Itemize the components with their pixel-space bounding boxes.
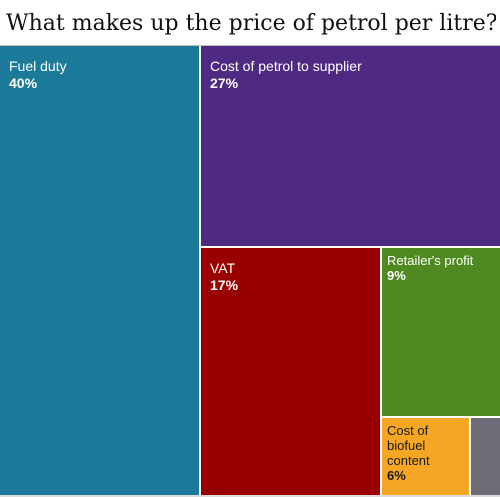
tile-fuel-duty: Fuel duty 40% [0, 46, 199, 495]
tile-biofuel: Cost of biofuel content 6% [382, 418, 469, 495]
tile-cost-of-petrol-name: Cost of petrol to supplier [210, 58, 362, 74]
tile-biofuel-name: Cost of biofuel content [387, 423, 430, 468]
tile-retailer-profit-value: 9% [387, 268, 406, 283]
tile-biofuel-value: 6% [387, 468, 406, 483]
chart-title: What makes up the price of petrol per li… [6, 11, 496, 36]
tile-cost-of-petrol-value: 27% [210, 75, 239, 91]
title-divider [0, 45, 500, 46]
tile-fuel-duty-label: Fuel duty 40% [9, 58, 195, 92]
tile-fuel-duty-value: 40% [9, 75, 38, 91]
tile-vat-label: VAT 17% [210, 260, 376, 294]
bottom-divider [0, 495, 500, 497]
tile-vat: VAT 17% [201, 248, 380, 495]
tile-retailer-profit-label: Retailer's profit 9% [387, 253, 496, 283]
tile-cost-of-petrol: Cost of petrol to supplier 27% [201, 46, 500, 246]
tile-retailer-profit-name: Retailer's profit [387, 253, 474, 268]
tile-biofuel-label: Cost of biofuel content 6% [387, 423, 465, 483]
tile-vat-value: 17% [210, 277, 239, 293]
tile-other [471, 418, 500, 495]
treemap: Fuel duty 40% Cost of petrol to supplier 27… [0, 46, 500, 495]
tile-vat-name: VAT [210, 260, 236, 276]
tile-retailer-profit: Retailer's profit 9% [382, 248, 500, 416]
tile-cost-of-petrol-label: Cost of petrol to supplier 27% [210, 58, 496, 92]
tile-fuel-duty-name: Fuel duty [9, 58, 67, 74]
